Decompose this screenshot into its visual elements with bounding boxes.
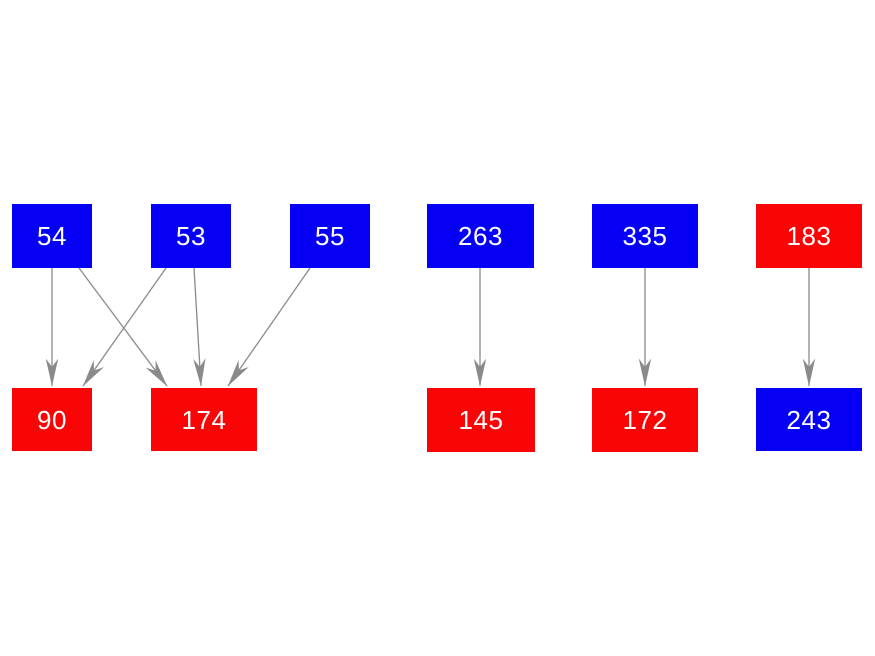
node-label: 263: [458, 221, 503, 251]
node-145: 145: [427, 388, 535, 452]
edge-53-174: [193, 267, 206, 387]
node-label: 335: [622, 221, 668, 251]
node-263: 263: [427, 204, 534, 268]
edge-53-90: [82, 267, 167, 387]
node-label: 54: [37, 221, 67, 251]
node-90: 90: [12, 388, 92, 451]
node-172: 172: [592, 388, 698, 452]
node-54: 54: [12, 204, 92, 268]
node-label: 243: [786, 404, 832, 435]
node-243: 243: [756, 388, 862, 451]
node-label: 55: [315, 221, 345, 251]
node-174: 174: [151, 388, 257, 451]
node-label: 183: [786, 221, 832, 251]
node-335: 335: [592, 204, 698, 268]
node-label: 90: [37, 404, 67, 435]
node-183: 183: [756, 204, 862, 268]
node-55: 55: [290, 204, 370, 268]
node-label: 145: [458, 405, 504, 435]
node-label: 172: [622, 405, 668, 435]
node-label: 53: [176, 221, 206, 251]
node-53: 53: [151, 204, 231, 268]
node-label: 174: [181, 404, 227, 435]
edges-group: [45, 267, 816, 387]
edge-54-174: [78, 267, 168, 387]
edge-55-174: [227, 267, 311, 387]
